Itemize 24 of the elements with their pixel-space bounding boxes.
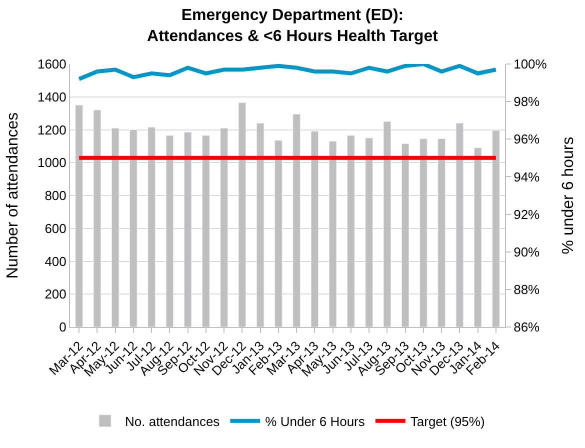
legend-label: No. attendances <box>125 414 220 429</box>
legend-label: Target (95%) <box>410 414 485 429</box>
y-tick-label: 1200 <box>37 122 66 138</box>
y-tick-label: 800 <box>44 188 66 204</box>
y-tick-label: 400 <box>44 254 66 269</box>
y2-tick-label: 100% <box>514 56 548 72</box>
y-axis-title: Number of attendances <box>4 112 22 279</box>
y-tick-label: 1400 <box>37 89 66 104</box>
y2-tick-label: 94% <box>514 169 540 184</box>
y-tick-label: 1000 <box>37 155 66 170</box>
y2-tick-label: 92% <box>514 206 540 222</box>
y-tick-label: 1600 <box>37 56 66 72</box>
y2-tick-label: 98% <box>514 94 540 110</box>
y2-tick-label: 86% <box>514 320 540 335</box>
y2-tick-label: 96% <box>514 132 540 147</box>
y-tick-label: 600 <box>44 220 66 236</box>
y-tick-label: 200 <box>44 286 66 302</box>
y2-tick-label: 88% <box>514 282 540 297</box>
y2-axis-title: % under 6 hours <box>560 136 577 254</box>
chart-title: Emergency Department (ED): Attendances & <6 Hours Health Target <box>147 7 439 45</box>
legend-label: % Under 6 Hours <box>265 414 366 429</box>
y-tick-label: 0 <box>59 320 66 335</box>
y2-tick-label: 90% <box>514 244 540 260</box>
line-series <box>77 64 498 82</box>
